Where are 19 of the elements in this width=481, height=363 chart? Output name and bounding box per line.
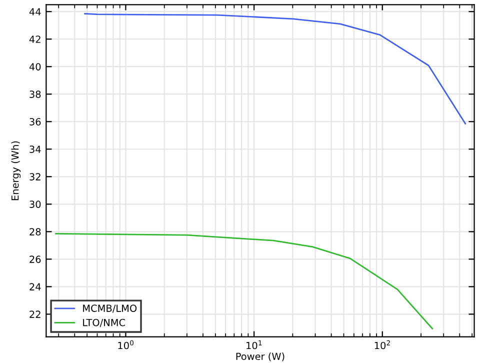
y-tick-label: 38	[30, 90, 41, 98]
y-tick-label: 36	[30, 118, 41, 126]
y-tick-label: 44	[29, 8, 41, 16]
y-tick-label: 42	[29, 36, 40, 43]
x-axis-title: Power (W)	[236, 352, 284, 362]
y-tick-label: 32	[30, 173, 40, 180]
legend-label: MCMB/LMO	[83, 304, 137, 313]
x-tick-label: 10$^{1}$	[246, 340, 262, 350]
y-tick-label: 28	[30, 228, 41, 236]
x-tick-label: 10$^{0}$	[118, 340, 134, 350]
y-tick-label: 34	[30, 146, 41, 153]
y-tick-label: 24	[30, 283, 41, 290]
y-axis-title: Energy (Wh)	[11, 141, 21, 200]
y-tick-label: 40	[29, 63, 41, 70]
y-tick-label: 26	[30, 256, 41, 263]
legend-label: LTO/NMC	[83, 318, 126, 327]
x-tick-label: 10$^{2}$	[374, 340, 390, 350]
y-tick-label: 22	[30, 310, 40, 318]
y-tick-label: 30	[30, 200, 41, 208]
